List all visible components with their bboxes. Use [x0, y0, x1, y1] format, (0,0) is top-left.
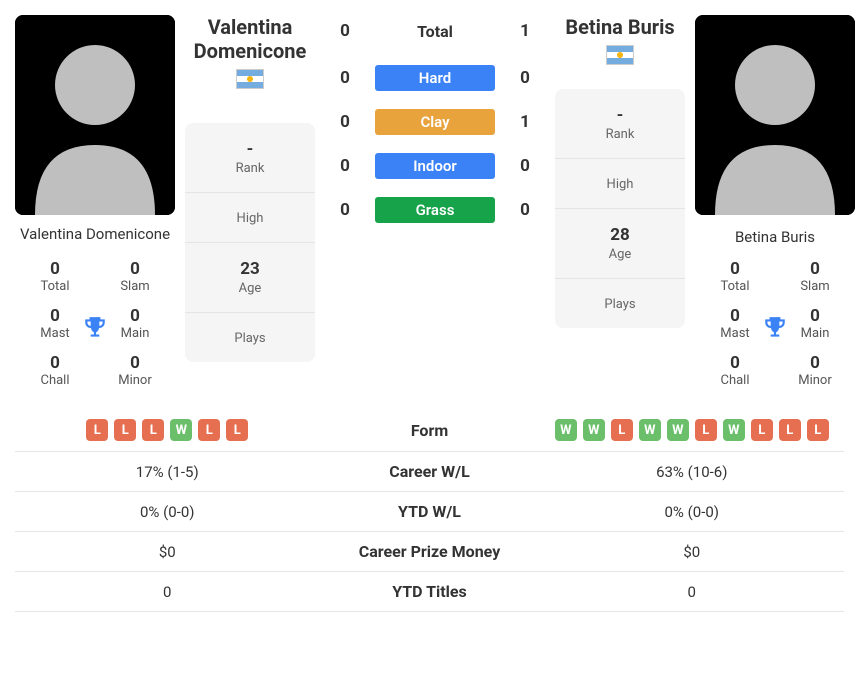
player1-photo [15, 15, 175, 215]
form-badge: L [779, 419, 801, 441]
form-left: LLLWLL [15, 419, 320, 441]
stats-label: Form [320, 421, 540, 440]
h2h-right: 0 [505, 156, 545, 176]
h2h-total-right: 1 [505, 21, 545, 41]
form-badge: W [667, 419, 689, 441]
h2h-right: 0 [505, 200, 545, 220]
form-badge: L [751, 419, 773, 441]
form-badge: W [639, 419, 661, 441]
player2-photo [695, 15, 855, 215]
surface-pill: Grass [375, 197, 495, 223]
stats-right: $0 [540, 543, 845, 561]
flag-ar-icon [606, 45, 634, 65]
player2-info-col: Betina Buris -Rank High 28Age Plays [555, 15, 685, 394]
form-badge: L [807, 419, 829, 441]
surface-pill: Clay [375, 109, 495, 135]
h2h-left: 0 [325, 200, 365, 220]
form-badge: L [198, 419, 220, 441]
p2-title-total: 0Total [695, 253, 775, 300]
player2-titles: 0Total 0Slam 0Mast 0Main 0Chall 0Minor [695, 253, 855, 394]
form-badge: L [695, 419, 717, 441]
stats-row-career_prize: $0 Career Prize Money $0 [15, 532, 844, 572]
form-right: WWLWWLWLLL [540, 419, 845, 441]
form-badge: W [723, 419, 745, 441]
player2-card: Betina Buris 0Total 0Slam 0Mast 0Main 0C… [695, 15, 855, 394]
trophy-icon [762, 315, 788, 345]
player1-name-big: Valentina Domenicone [185, 15, 315, 63]
player1-titles: 0Total 0Slam 0Mast 0Main 0Chall 0Minor [15, 253, 175, 394]
h2h-right: 0 [505, 68, 545, 88]
form-badge: L [226, 419, 248, 441]
stats-row-ytd_titles: 0 YTD Titles 0 [15, 572, 844, 612]
player1-card: Valentina Domenicone 0Total 0Slam 0Mast … [15, 15, 175, 394]
form-badge: L [142, 419, 164, 441]
silhouette-icon [15, 15, 175, 215]
silhouette-icon [695, 15, 855, 215]
player1-info-col: Valentina Domenicone -Rank High 23Age Pl… [185, 15, 315, 394]
p1-title-slam: 0Slam [95, 253, 175, 300]
stats-label: Career W/L [320, 462, 540, 481]
h2h-surface-row: 0 Clay 1 [325, 109, 545, 135]
stats-label: YTD W/L [320, 502, 540, 521]
stats-left: 0 [15, 583, 320, 601]
stats-right: 63% (10-6) [540, 463, 845, 481]
h2h-total-left: 0 [325, 21, 365, 41]
p2-title-chall: 0Chall [695, 347, 775, 394]
flag-ar-icon [236, 69, 264, 89]
stats-right: 0 [540, 583, 845, 601]
stats-table: LLLWLL Form WWLWWLWLLL 17% (1-5) Career … [15, 409, 844, 612]
surface-pill: Hard [375, 65, 495, 91]
form-badge: W [583, 419, 605, 441]
stats-row-career_wl: 17% (1-5) Career W/L 63% (10-6) [15, 452, 844, 492]
player2-name-big: Betina Buris [555, 15, 685, 39]
p1-title-minor: 0Minor [95, 347, 175, 394]
surface-pill: Indoor [375, 153, 495, 179]
player2-name-small: Betina Buris [695, 215, 855, 253]
player1-name-small: Valentina Domenicone [15, 215, 175, 253]
h2h-left: 0 [325, 112, 365, 132]
form-badge: W [170, 419, 192, 441]
h2h-right: 1 [505, 112, 545, 132]
h2h-column: 0 Total 1 0 Hard 0 0 Clay 1 0 Indoor 0 0… [325, 15, 545, 394]
p1-title-total: 0Total [15, 253, 95, 300]
stats-left: 0% (0-0) [15, 503, 320, 521]
stats-right: 0% (0-0) [540, 503, 845, 521]
form-badge: W [555, 419, 577, 441]
stats-left: 17% (1-5) [15, 463, 320, 481]
h2h-left: 0 [325, 156, 365, 176]
form-badge: L [611, 419, 633, 441]
h2h-total-label: Total [375, 22, 495, 41]
player2-info-box: -Rank High 28Age Plays [555, 89, 685, 328]
h2h-left: 0 [325, 68, 365, 88]
player1-info-box: -Rank High 23Age Plays [185, 123, 315, 362]
h2h-surface-row: 0 Indoor 0 [325, 153, 545, 179]
h2h-surface-row: 0 Grass 0 [325, 197, 545, 223]
form-badge: L [114, 419, 136, 441]
stats-row-form: LLLWLL Form WWLWWLWLLL [15, 409, 844, 452]
p2-title-minor: 0Minor [775, 347, 855, 394]
stats-label: YTD Titles [320, 582, 540, 601]
stats-left: $0 [15, 543, 320, 561]
p2-title-slam: 0Slam [775, 253, 855, 300]
stats-label: Career Prize Money [320, 542, 540, 561]
trophy-icon [82, 315, 108, 345]
h2h-total: 0 Total 1 [325, 21, 545, 41]
h2h-surface-row: 0 Hard 0 [325, 65, 545, 91]
p1-title-chall: 0Chall [15, 347, 95, 394]
stats-row-ytd_wl: 0% (0-0) YTD W/L 0% (0-0) [15, 492, 844, 532]
form-badge: L [86, 419, 108, 441]
